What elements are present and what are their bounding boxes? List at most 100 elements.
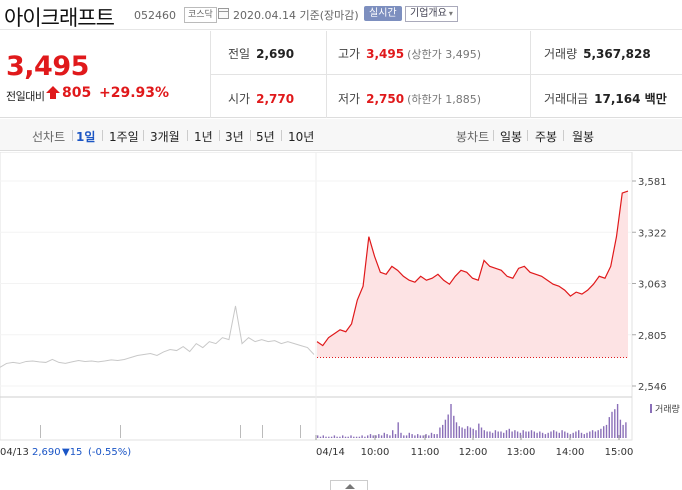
volume-bar bbox=[358, 436, 361, 438]
y-tick-label: 3,063 bbox=[638, 280, 667, 291]
tab-3year[interactable]: 3년 bbox=[225, 130, 244, 144]
tab-weekly[interactable]: 주봉 bbox=[535, 130, 558, 144]
tab-5year[interactable]: 5년 bbox=[256, 130, 275, 144]
tab-1year[interactable]: 1년 bbox=[194, 130, 213, 144]
tab-3month[interactable]: 3개월 bbox=[150, 130, 180, 144]
volume-bar bbox=[300, 425, 301, 438]
volume-bar bbox=[466, 426, 469, 438]
prev-day-change: ▼15 bbox=[62, 447, 82, 458]
x-tick-label: 14:00 bbox=[556, 447, 585, 458]
volume-bar bbox=[455, 422, 458, 438]
divider bbox=[563, 130, 564, 141]
prev-day-percent: (-0.55%) bbox=[88, 447, 131, 458]
line-chart-label: 선차트 bbox=[32, 130, 66, 144]
tab-daily[interactable]: 일봉 bbox=[500, 130, 523, 144]
volume-bar bbox=[428, 435, 430, 438]
volume-bar bbox=[614, 409, 616, 438]
divider bbox=[493, 130, 494, 141]
tab-1day[interactable]: 1일 bbox=[76, 130, 96, 144]
upper-limit-note: (상한가 3,495) bbox=[407, 48, 481, 61]
x-tick-label: 04/14 bbox=[316, 447, 345, 458]
volume-bar bbox=[561, 430, 563, 438]
divider bbox=[72, 130, 73, 141]
change-label: 전일대비 bbox=[6, 90, 45, 103]
volume-bar bbox=[583, 434, 585, 438]
volume-cell: 거래량 5,367,828 bbox=[544, 45, 651, 62]
lower-limit-note: (하한가 1,885) bbox=[407, 93, 481, 106]
volume-bar bbox=[525, 431, 527, 438]
amount-value: 17,164 백만 bbox=[594, 92, 667, 106]
divider bbox=[281, 130, 282, 141]
volume-bar bbox=[372, 435, 374, 438]
y-tick-label: 3,322 bbox=[638, 228, 667, 239]
volume-bar bbox=[322, 435, 324, 438]
volume-bar bbox=[491, 432, 494, 438]
collapse-chart-button[interactable] bbox=[330, 480, 368, 490]
volume-bar bbox=[342, 435, 344, 438]
volume-bar bbox=[458, 426, 460, 438]
volume-bar bbox=[330, 436, 333, 438]
volume-value: 5,367,828 bbox=[583, 47, 651, 61]
volume-bar bbox=[575, 431, 577, 438]
high-cell: 고가 3,495 (상한가 3,495) bbox=[338, 45, 481, 62]
volume-bar bbox=[547, 432, 549, 438]
volume-bar bbox=[550, 431, 552, 438]
volume-bar bbox=[516, 431, 519, 438]
volume-bar bbox=[503, 432, 505, 438]
chart-period-tabs: 선차트 1일 1주일 3개월 1년 3년 5년 10년 봉차트 일봉 주봉 월봉 bbox=[0, 119, 682, 151]
prev-close-value: 2,690 bbox=[256, 47, 295, 61]
volume-bar bbox=[497, 431, 499, 438]
volume-bar bbox=[355, 436, 358, 438]
volume-bar bbox=[591, 430, 594, 438]
volume-legend-label: 거래량 bbox=[655, 403, 680, 415]
volume-bar bbox=[442, 424, 444, 438]
volume-bar bbox=[262, 425, 263, 438]
volume-bar bbox=[361, 435, 363, 438]
tab-monthly[interactable]: 월봉 bbox=[572, 130, 595, 144]
x-tick-label: 15:00 bbox=[605, 447, 634, 458]
volume-bar bbox=[433, 434, 435, 438]
tab-1week[interactable]: 1주일 bbox=[109, 130, 139, 144]
volume-bar bbox=[544, 434, 547, 438]
change-percent: +29.93% bbox=[99, 85, 170, 101]
volume-bar bbox=[558, 432, 560, 438]
volume-bar bbox=[240, 425, 241, 438]
volume-bar bbox=[392, 430, 394, 438]
volume-bar bbox=[500, 431, 502, 438]
up-arrow-icon bbox=[46, 86, 60, 99]
volume-bar bbox=[533, 431, 535, 438]
y-tick-label: 2,546 bbox=[638, 382, 667, 393]
volume-bar bbox=[541, 432, 544, 438]
divider bbox=[102, 130, 103, 141]
intraday-chart[interactable]: 3,581 3,322 3,063 2,805 2,546 04/14 10:00 11:0… bbox=[0, 151, 682, 490]
volume-bar bbox=[486, 431, 488, 438]
volume-bar bbox=[397, 422, 399, 438]
tab-10year[interactable]: 10년 bbox=[288, 130, 315, 144]
low-cell: 저가 2,750 (하한가 1,885) bbox=[338, 90, 481, 107]
volume-bar bbox=[555, 431, 558, 438]
volume-bar bbox=[350, 435, 352, 438]
realtime-button[interactable]: 실시간 bbox=[364, 6, 402, 21]
volume-bar bbox=[597, 430, 599, 438]
volume-bar bbox=[336, 436, 338, 438]
volume-bar bbox=[483, 430, 485, 438]
volume-bar bbox=[375, 435, 377, 438]
volume-bar bbox=[528, 431, 530, 438]
company-overview-dropdown[interactable]: 기업개요 ▾ bbox=[405, 6, 458, 22]
prev-day-close: 2,690 bbox=[32, 447, 61, 458]
volume-bar bbox=[408, 432, 410, 438]
volume-bar bbox=[536, 432, 538, 438]
volume-bar bbox=[383, 432, 385, 438]
volume-bar bbox=[380, 435, 383, 438]
prev-close-cell: 전일 2,690 bbox=[228, 45, 294, 62]
prev-close-label: 전일 bbox=[228, 47, 251, 61]
volume-bar bbox=[425, 434, 427, 438]
volume-bar bbox=[430, 432, 433, 438]
volume-bar bbox=[40, 425, 41, 438]
amount-cell: 거래대금 17,164 백만 bbox=[544, 90, 667, 107]
volume-bar bbox=[625, 422, 627, 438]
volume-bar bbox=[605, 424, 608, 438]
volume-bar bbox=[453, 415, 455, 438]
market-badge: 코스닥 bbox=[184, 7, 217, 23]
divider bbox=[250, 130, 251, 141]
